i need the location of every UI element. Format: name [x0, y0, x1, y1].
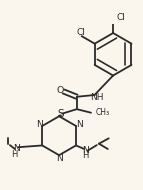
Text: N: N [56, 154, 62, 163]
Text: Cl: Cl [76, 28, 85, 37]
Text: N: N [82, 146, 89, 155]
Text: H: H [83, 151, 89, 160]
Text: O: O [57, 86, 64, 95]
Text: Cl: Cl [117, 13, 126, 22]
Text: S: S [58, 109, 64, 120]
Text: N: N [13, 144, 20, 154]
Text: H: H [11, 150, 17, 159]
Text: CH₃: CH₃ [95, 108, 110, 117]
Text: NH: NH [90, 93, 104, 102]
Text: N: N [36, 120, 43, 129]
Text: N: N [76, 120, 82, 129]
